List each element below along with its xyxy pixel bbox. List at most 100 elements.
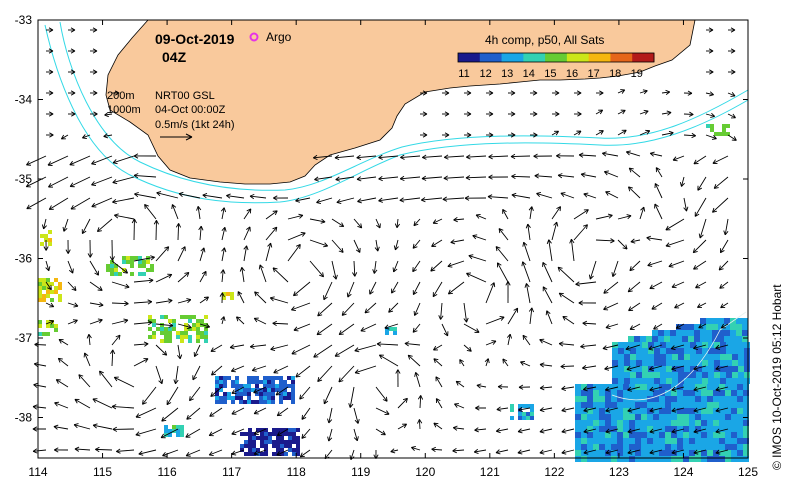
sst-cell	[695, 426, 701, 432]
current-arrow	[177, 344, 183, 360]
current-arrow	[582, 320, 597, 326]
current-arrow	[508, 111, 516, 117]
current-arrow	[715, 344, 729, 350]
sst-cell	[696, 354, 702, 360]
sst-cell	[271, 388, 275, 392]
sst-cell	[623, 426, 629, 432]
sst-cell	[695, 414, 701, 420]
sst-cell	[118, 272, 122, 276]
current-arrow	[693, 155, 707, 165]
sst-cell	[701, 402, 707, 408]
sst-cell	[176, 429, 180, 433]
sst-cell	[164, 327, 168, 331]
current-arrow	[253, 317, 267, 325]
sst-cell	[665, 444, 671, 450]
sst-cell	[725, 408, 731, 414]
colorbar-tick-label: 12	[479, 68, 491, 80]
current-arrow	[253, 407, 267, 415]
sst-cell	[280, 428, 284, 432]
sst-cell	[180, 433, 184, 437]
sst-cell	[636, 354, 642, 360]
sst-cell	[618, 360, 624, 366]
sst-cell	[670, 336, 676, 342]
sst-cell	[629, 384, 635, 390]
sst-cell	[215, 396, 219, 400]
current-arrow	[649, 428, 663, 434]
sst-cell	[204, 315, 208, 319]
colorbar-tick-label: 11	[458, 68, 469, 80]
sst-cell	[280, 440, 284, 444]
current-arrow	[706, 27, 714, 33]
current-arrow	[221, 226, 227, 241]
current-arrow	[185, 449, 201, 457]
current-arrow	[561, 385, 575, 391]
sst-cell	[605, 408, 611, 414]
sst-cell	[138, 272, 142, 276]
sst-cell	[731, 432, 737, 438]
current-arrow	[251, 365, 267, 372]
sst-cell	[172, 425, 176, 429]
sst-cell	[581, 390, 587, 396]
current-arrow	[525, 223, 531, 241]
sst-cell	[279, 376, 283, 380]
sst-cell	[629, 420, 635, 426]
current-arrow	[463, 323, 480, 333]
sst-cell	[38, 298, 42, 302]
current-arrow	[295, 365, 311, 378]
sst-cell	[575, 438, 581, 444]
current-arrow	[602, 151, 619, 157]
current-arrow	[639, 89, 648, 95]
current-arrow	[352, 260, 358, 277]
current-arrow	[153, 220, 159, 241]
sst-cell	[530, 412, 534, 416]
sst-cell	[719, 396, 725, 402]
current-arrow	[32, 426, 47, 432]
current-arrow	[89, 260, 99, 276]
current-arrow	[112, 426, 135, 432]
sst-cell	[671, 456, 677, 462]
current-arrow	[46, 27, 54, 33]
current-arrow	[81, 218, 91, 235]
sst-cell	[742, 330, 748, 336]
current-arrow	[111, 318, 129, 325]
sst-cell	[231, 400, 235, 404]
sst-cell	[618, 342, 624, 348]
current-arrow	[309, 218, 326, 224]
sst-cell	[719, 456, 725, 462]
current-arrow	[654, 203, 663, 220]
current-arrow	[603, 302, 619, 311]
current-arrow	[574, 90, 582, 96]
sst-cell	[647, 444, 653, 450]
sst-cell	[695, 456, 701, 462]
sst-cell	[168, 339, 172, 343]
current-arrow	[435, 376, 443, 388]
sst-cell	[671, 390, 677, 396]
sst-cell	[267, 388, 271, 392]
current-arrow	[728, 27, 736, 33]
sst-cell	[617, 444, 623, 450]
sst-cell	[611, 408, 617, 414]
current-arrow	[243, 245, 249, 262]
x-tick-label: 125	[738, 465, 758, 479]
current-arrow	[253, 386, 267, 394]
sst-cell	[617, 432, 623, 438]
sst-cell	[219, 380, 223, 384]
sst-cell	[291, 380, 295, 384]
colorbar-title: 4h comp, p50, All Sats	[485, 33, 604, 47]
sst-cell	[666, 366, 672, 372]
current-arrow	[507, 307, 519, 325]
current-arrow	[528, 307, 535, 325]
colorbar-tick-label: 13	[501, 68, 513, 80]
sst-cell	[581, 414, 587, 420]
sst-cell	[38, 278, 42, 282]
sst-cell	[665, 402, 671, 408]
sst-cell	[46, 278, 50, 282]
sst-cell	[660, 366, 666, 372]
sst-cell	[247, 376, 251, 380]
current-arrow	[705, 134, 717, 140]
current-arrow	[91, 197, 113, 208]
sst-cell	[642, 372, 648, 378]
current-arrow	[338, 365, 355, 383]
sst-cell	[696, 372, 702, 378]
current-arrow	[317, 365, 333, 382]
